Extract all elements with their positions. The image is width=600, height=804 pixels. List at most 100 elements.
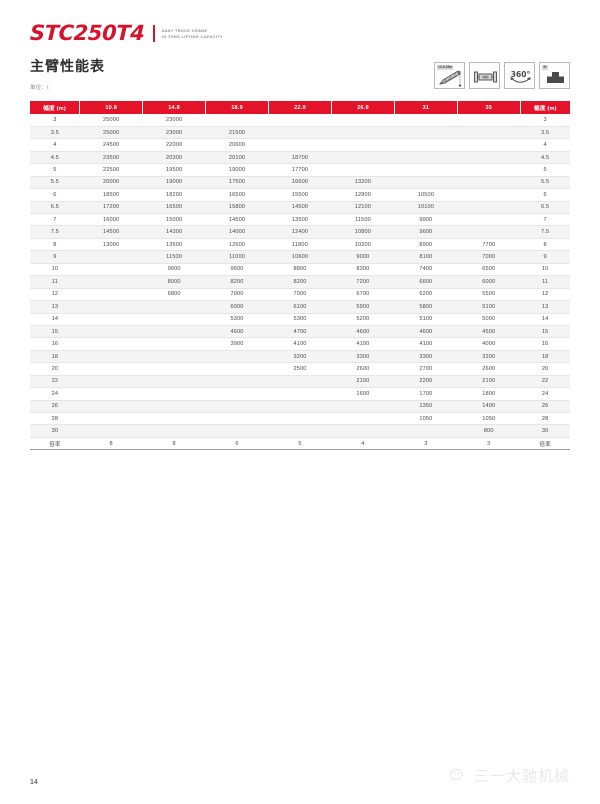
cell-capacity-18.9: 12600 — [205, 237, 269, 252]
cell-ratio-10.8: 8 — [79, 436, 143, 451]
cell-radius-left: 8 — [30, 237, 80, 252]
cell-capacity-22.9: 15500 — [268, 188, 332, 202]
cell-capacity-22.9: 8800 — [268, 263, 332, 277]
column-header-14-8: 14.8 — [142, 101, 207, 114]
cell-capacity-22.9: 2500 — [268, 362, 332, 376]
cell-capacity-26.9: 10800 — [331, 225, 395, 239]
cell-capacity-22.9: 10600 — [268, 250, 332, 264]
cell-radius-right: 3 — [520, 114, 570, 127]
column-header-18-9: 18.9 — [205, 101, 269, 114]
cell-capacity-10.8: 18500 — [79, 188, 143, 202]
cell-capacity-22.9: 13500 — [268, 213, 332, 227]
cell-capacity-22.9: 12400 — [268, 225, 332, 239]
cell-capacity-22.9: 4700 — [268, 325, 332, 339]
cell-capacity-31: 1350 — [394, 400, 458, 414]
brand-tagline: SANY TRUCK CRANE 25 TONS LIFTING CAPACIT… — [161, 27, 222, 40]
cell-radius-right: 5 — [520, 163, 570, 177]
cell-capacity-31: 7400 — [394, 263, 458, 277]
cell-radius-right: 20 — [520, 362, 570, 376]
cell-capacity-35 — [457, 188, 521, 202]
cell-capacity-31: 5800 — [394, 300, 458, 314]
cell-radius-left: 5 — [30, 163, 80, 177]
cell-capacity-35: 4500 — [457, 325, 521, 339]
cell-capacity-18.9: 5300 — [205, 312, 269, 326]
cell-capacity-22.9: 8200 — [268, 275, 332, 289]
cell-radius-right: 30 — [520, 424, 570, 438]
cell-capacity-22.9 — [268, 400, 332, 414]
cell-capacity-35: 6000 — [457, 275, 521, 289]
cell-capacity-14.8 — [142, 362, 206, 376]
cell-capacity-10.8 — [79, 412, 143, 426]
cell-capacity-18.9: 9600 — [205, 263, 269, 277]
cell-capacity-31: 4600 — [394, 325, 458, 339]
cell-capacity-22.9: 7000 — [268, 288, 332, 302]
cell-capacity-18.9: 15800 — [205, 201, 269, 215]
cell-capacity-18.9: 11000 — [205, 250, 269, 264]
cell-capacity-10.8: 25000 — [79, 126, 143, 140]
cell-capacity-26.9: 7200 — [331, 275, 395, 289]
cell-ratio-label-left: 倍率 — [30, 436, 80, 451]
cell-capacity-14.8: 18200 — [142, 188, 206, 202]
column-header-10-8: 10.8 — [79, 101, 144, 114]
cell-capacity-10.8 — [79, 263, 143, 277]
svg-text:360°: 360° — [511, 70, 531, 79]
table-row: 20 2500 2600 2700 2600 20 — [30, 362, 570, 376]
table-row: 3.5 25000 23000 21500 3.5 — [30, 126, 570, 140]
cell-capacity-31 — [394, 138, 458, 152]
watermark: 三一大驰机械 — [449, 765, 570, 786]
cell-capacity-26.9: 10200 — [331, 237, 395, 252]
cell-capacity-18.9: 8200 — [205, 275, 269, 289]
cell-radius-right: 18 — [520, 349, 570, 364]
cell-radius-left: 14 — [30, 312, 80, 326]
table-row: 30 800 30 — [30, 424, 570, 438]
cell-capacity-14.8: 9600 — [142, 263, 206, 277]
table-row: 11 8000 8200 8200 7200 6600 6000 11 — [30, 275, 570, 289]
cell-ratio-35: 3 — [457, 436, 521, 451]
cell-capacity-26.9: 9000 — [331, 250, 395, 264]
cell-capacity-26.9 — [331, 424, 395, 438]
cell-capacity-14.8: 22000 — [142, 138, 206, 152]
cell-capacity-35 — [457, 201, 521, 215]
brand-divider — [153, 24, 156, 42]
cell-radius-left: 28 — [30, 412, 80, 426]
table-row: 3 25000 23000 3 — [30, 114, 570, 127]
cell-capacity-18.9: 20600 — [205, 138, 269, 152]
cell-capacity-18.9: 20100 — [205, 151, 269, 165]
cell-capacity-14.8 — [142, 387, 206, 401]
cell-radius-right: 12 — [520, 288, 570, 302]
cell-capacity-10.8: 23500 — [79, 151, 143, 165]
cell-radius-left: 6 — [30, 188, 80, 202]
cell-capacity-31 — [394, 163, 458, 177]
cell-radius-left: 16 — [30, 337, 80, 351]
cell-capacity-31: 4100 — [394, 337, 458, 351]
product-model: STC250T4 — [29, 21, 145, 45]
cell-radius-right: 22 — [520, 374, 570, 389]
table-row: 6.5 17200 16500 15800 14500 12100 10100 6.5 — [30, 201, 570, 215]
cell-capacity-18.9: 14000 — [205, 225, 269, 239]
table-row: 16 3900 4100 4100 4100 4000 16 — [30, 337, 570, 351]
cell-capacity-10.8: 16000 — [79, 213, 143, 227]
cell-capacity-10.8 — [79, 312, 143, 326]
cell-radius-left: 10 — [30, 263, 80, 277]
cell-ratio-22.9: 5 — [268, 436, 332, 451]
cell-capacity-26.9: 1600 — [331, 387, 395, 401]
spec-icon-row: 10.8-35m — [434, 62, 570, 92]
cell-capacity-31 — [394, 114, 458, 127]
cell-radius-right: 3.5 — [520, 126, 570, 140]
cell-capacity-10.8 — [79, 337, 143, 351]
cell-capacity-14.8: 15000 — [142, 213, 206, 227]
cell-capacity-35 — [457, 126, 521, 140]
cell-radius-right: 14 — [520, 312, 570, 326]
cell-radius-right: 8 — [520, 237, 570, 252]
counterweight-icon: 0t — [539, 62, 570, 89]
table-row: 15 4600 4700 4600 4600 4500 15 — [30, 325, 570, 339]
cell-capacity-14.8: 11500 — [142, 250, 206, 264]
table-row: 7.5 14500 14300 14000 12400 10800 9600 7.5 — [30, 225, 570, 239]
cell-radius-left: 4 — [30, 138, 80, 152]
cell-capacity-22.9 — [268, 374, 332, 389]
cell-capacity-22.9: 18700 — [268, 151, 332, 165]
cell-capacity-22.9: 6100 — [268, 300, 332, 314]
cell-capacity-26.9: 12100 — [331, 201, 395, 215]
cell-capacity-26.9: 3300 — [331, 349, 395, 364]
cell-capacity-14.8: 23000 — [142, 114, 206, 127]
